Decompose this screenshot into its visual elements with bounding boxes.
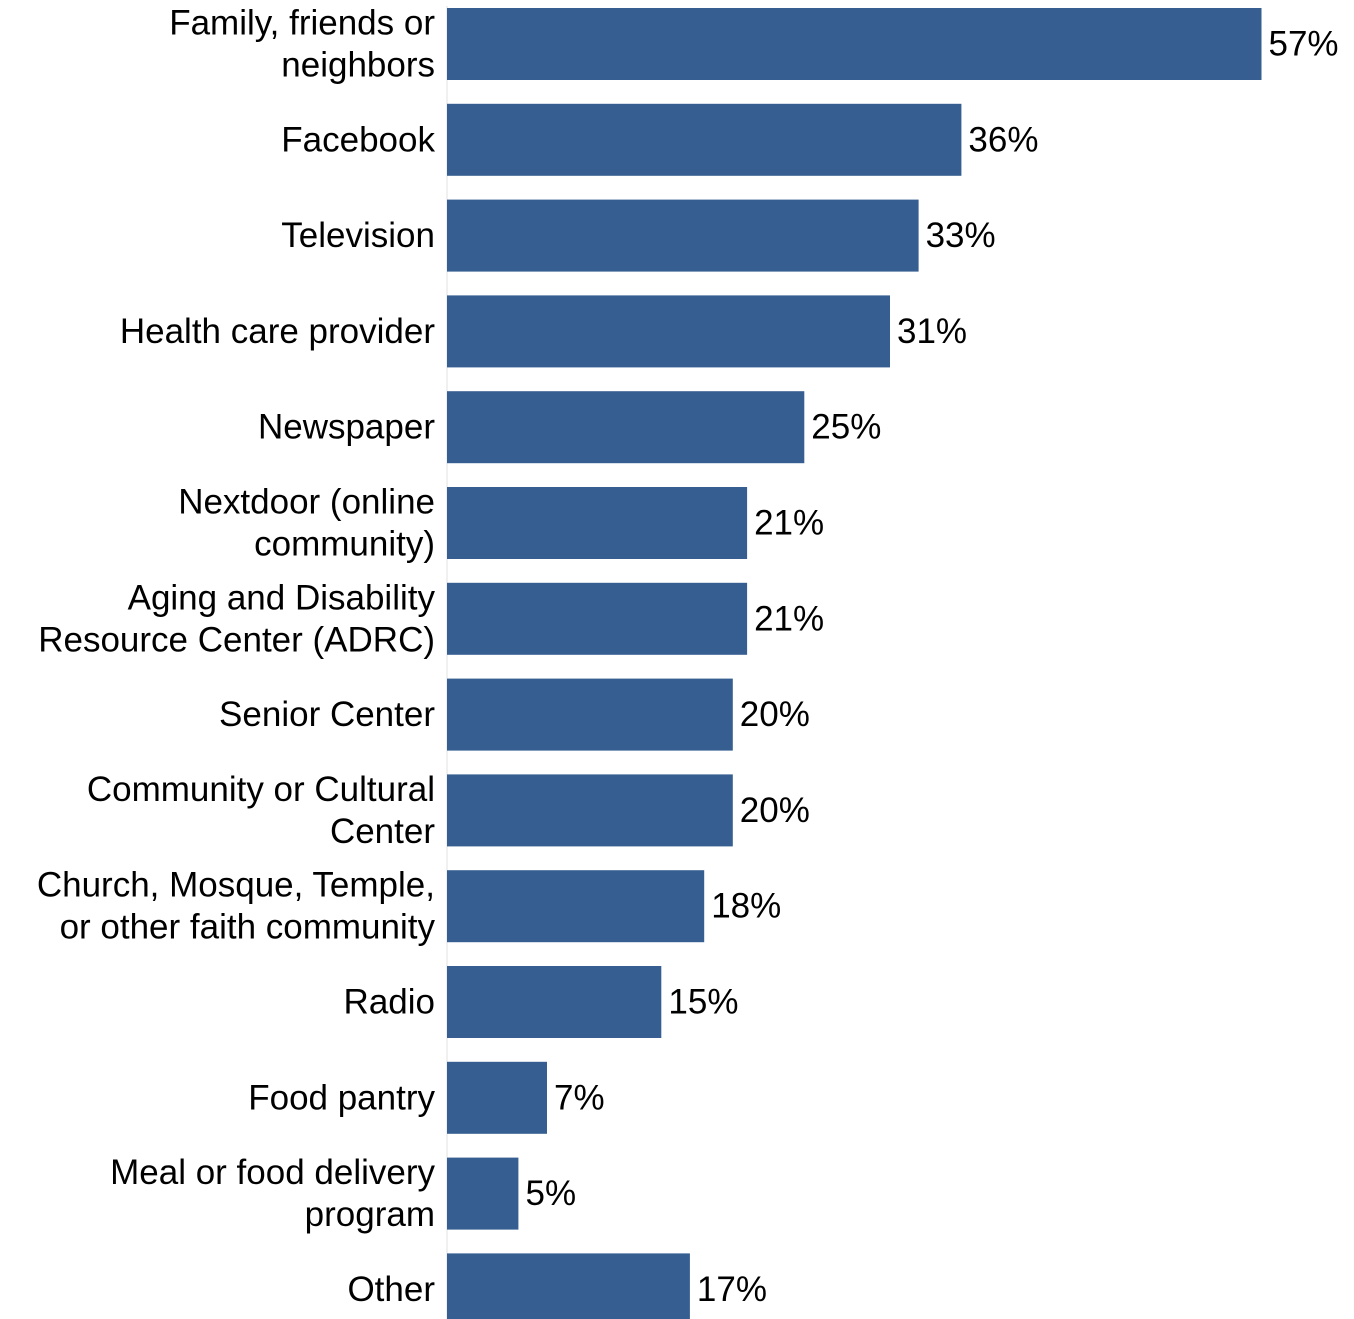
category-label: Television (281, 216, 435, 255)
category-label-line: or other faith community (60, 908, 436, 947)
bar (447, 199, 919, 272)
category-label-line: Aging and Disability (128, 578, 436, 617)
data-label: 36% (968, 120, 1038, 159)
category-label: Food pantry (248, 1078, 435, 1117)
category-label-line: Radio (344, 983, 435, 1022)
category-label: Other (347, 1270, 435, 1309)
bar (447, 1253, 690, 1319)
bar (447, 8, 1262, 80)
category-label: Facebook (281, 120, 435, 159)
category-label-line: Church, Mosque, Temple, (37, 866, 435, 905)
data-label: 5% (526, 1174, 577, 1213)
bar (447, 1061, 547, 1134)
data-label: 7% (554, 1078, 605, 1117)
category-label-line: program (305, 1195, 435, 1234)
category-label-line: Food pantry (248, 1078, 435, 1117)
category-label-line: Health care provider (120, 312, 435, 351)
category-label: Community or Cultural Center (87, 770, 435, 851)
category-label-line: Newspaper (258, 408, 435, 447)
category-label-line: Nextdoor (online (178, 483, 435, 522)
data-label: 57% (1269, 25, 1339, 64)
bar (447, 966, 662, 1038)
data-label: 20% (740, 695, 810, 734)
bar (447, 295, 890, 368)
bar (447, 582, 748, 655)
category-label-line: Community or Cultural (87, 770, 435, 809)
data-label: 17% (697, 1270, 767, 1309)
category-label: Family, friends or neighbors (169, 4, 435, 85)
category-label-line: Other (347, 1270, 435, 1309)
category-label-line: neighbors (281, 46, 435, 85)
category-label: Church, Mosque, Temple, or other faith co… (37, 866, 436, 947)
category-label-line: Center (330, 812, 435, 851)
bar (447, 870, 705, 943)
category-label: Aging and Disability Resource Center (ADR… (38, 578, 435, 659)
bar (447, 103, 962, 176)
data-label: 20% (740, 791, 810, 830)
category-label: Meal or food delivery program (110, 1153, 435, 1234)
category-label: Health care provider (120, 312, 435, 351)
category-label-line: Meal or food delivery (110, 1153, 435, 1192)
data-label: 21% (754, 599, 824, 638)
bar (447, 391, 805, 464)
category-labels-group: Family, friends or neighbors Facebook Telev… (37, 4, 436, 1309)
category-label-line: Facebook (281, 120, 435, 159)
category-label-line: Television (281, 216, 435, 255)
data-label: 33% (926, 216, 996, 255)
category-label: Senior Center (219, 695, 435, 734)
category-label-line: Senior Center (219, 695, 435, 734)
bar (447, 678, 733, 751)
bar (447, 774, 733, 847)
data-label: 31% (897, 312, 967, 351)
bars-group (447, 8, 1262, 1319)
category-label: Radio (344, 983, 435, 1022)
category-label-line: Family, friends or (169, 4, 435, 43)
category-label-line: Resource Center (ADRC) (38, 620, 435, 659)
category-label: Nextdoor (online community) (178, 483, 435, 564)
bar (447, 1157, 519, 1230)
data-label: 18% (711, 887, 781, 926)
value-labels-group: 57% 36% 33% 31% 25% 21% 21% 20% 20% 18% 15% 7% 5% 17% (526, 25, 1339, 1309)
data-label: 21% (754, 504, 824, 543)
category-label-line: community) (254, 525, 435, 564)
bar (447, 487, 748, 559)
data-label: 25% (811, 408, 881, 447)
category-label: Newspaper (258, 408, 435, 447)
data-label: 15% (668, 983, 738, 1022)
